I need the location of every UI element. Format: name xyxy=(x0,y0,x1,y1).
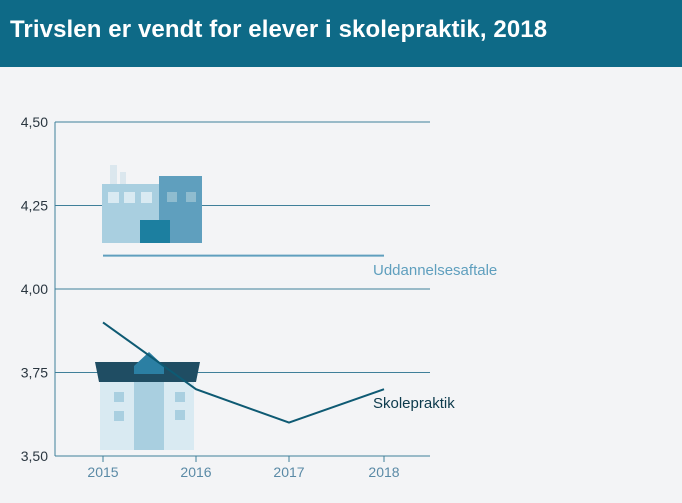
series-label-uddannelsesaftale: Uddannelsesaftale xyxy=(373,262,497,279)
x-tick-label-0: 2015 xyxy=(87,464,118,480)
y-tick-label-2: 4,00 xyxy=(21,281,48,297)
y-tick-label-3: 4,25 xyxy=(21,198,48,214)
factory-icon xyxy=(102,165,202,243)
x-tick-label-2: 2017 xyxy=(273,464,304,480)
school-building-icon xyxy=(95,352,200,450)
x-tick-label-1: 2016 xyxy=(180,464,211,480)
grid-lines: 3,50 3,75 4,00 4,25 4,50 2015 2016 2017 2018 xyxy=(21,114,430,480)
y-tick-label-1: 3,75 xyxy=(21,365,48,381)
series-line-skolepraktik xyxy=(102,321,385,424)
series-label-skolepraktik: Skolepraktik xyxy=(373,395,455,412)
chart-title: Trivslen er vendt for elever i skoleprak… xyxy=(10,16,548,43)
x-tick-label-3: 2018 xyxy=(368,464,399,480)
chart-header: Trivslen er vendt for elever i skoleprak… xyxy=(0,0,682,67)
chart-marks: Uddannelsesaftale Skolepraktik xyxy=(102,254,497,424)
y-tick-label-4: 4,50 xyxy=(21,114,48,130)
y-tick-label-0: 3,50 xyxy=(21,448,48,464)
